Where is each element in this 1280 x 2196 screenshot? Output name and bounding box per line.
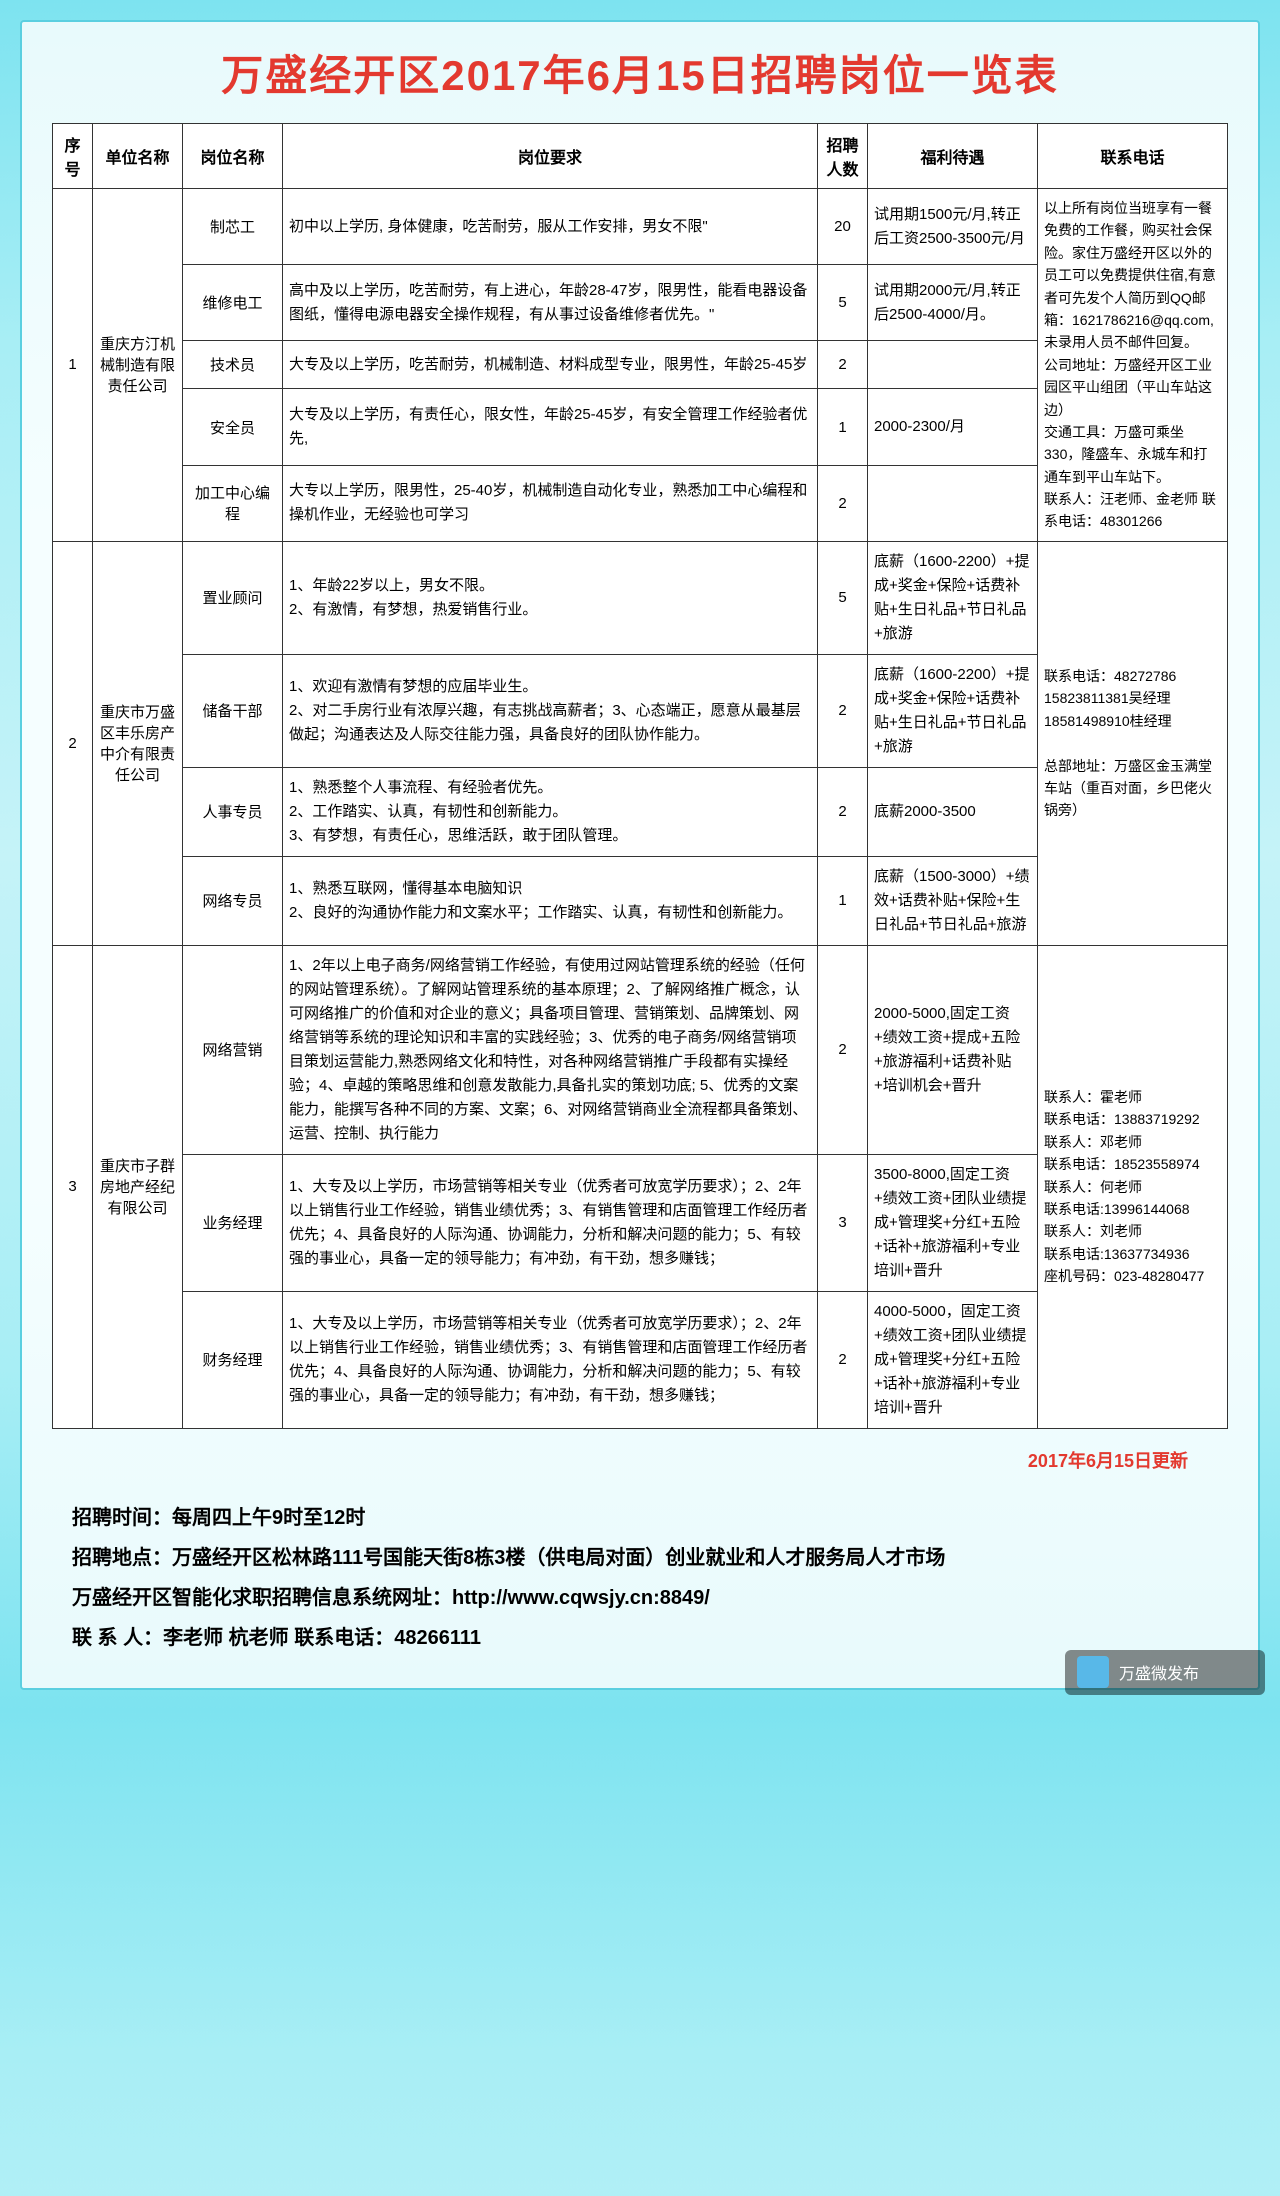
cell-count: 1 bbox=[818, 856, 868, 945]
footer-address: 招聘地点：万盛经开区松林路111号国能天街8栋3楼（供电局对面）创业就业和人才服… bbox=[72, 1538, 1228, 1578]
cell-position: 网络营销 bbox=[183, 945, 283, 1154]
cell-idx: 3 bbox=[53, 945, 93, 1428]
job-table: 序号 单位名称 岗位名称 岗位要求 招聘人数 福利待遇 联系电话 1重庆方汀机械… bbox=[52, 123, 1228, 1429]
cell-position: 业务经理 bbox=[183, 1154, 283, 1291]
cell-idx: 2 bbox=[53, 541, 93, 945]
cell-benefit: 底薪（1600-2200）+提成+奖金+保险+话费补贴+生日礼品+节日礼品+旅游 bbox=[868, 541, 1038, 654]
cell-benefit: 2000-2300/月 bbox=[868, 389, 1038, 465]
footer-info: 招聘时间：每周四上午9时至12时 招聘地点：万盛经开区松林路111号国能天街8栋… bbox=[52, 1498, 1228, 1658]
footer-url: 万盛经开区智能化求职招聘信息系统网址：http://www.cqwsjy.cn:… bbox=[72, 1578, 1228, 1618]
cell-contact: 联系人：霍老师 联系电话：13883719292 联系人：邓老师 联系电话：18… bbox=[1038, 945, 1228, 1428]
cell-benefit: 3500-8000,固定工资+绩效工资+团队业绩提成+管理奖+分红+五险+话补+… bbox=[868, 1154, 1038, 1291]
cell-requirement: 1、2年以上电子商务/网络营销工作经验，有使用过网站管理系统的经验（任何的网站管… bbox=[283, 945, 818, 1154]
cell-company: 重庆市万盛区丰乐房产中介有限责任公司 bbox=[93, 541, 183, 945]
cell-count: 2 bbox=[818, 341, 868, 389]
cell-requirement: 初中以上学历, 身体健康，吃苦耐劳，服从工作安排，男女不限" bbox=[283, 189, 818, 265]
cell-position: 网络专员 bbox=[183, 856, 283, 945]
cell-requirement: 大专及以上学历，有责任心，限女性，年龄25-45岁，有安全管理工作经验者优先, bbox=[283, 389, 818, 465]
th-requirement: 岗位要求 bbox=[283, 124, 818, 189]
cell-count: 3 bbox=[818, 1154, 868, 1291]
wechat-badge: 万盛微发布 bbox=[1065, 1650, 1265, 1695]
cell-count: 2 bbox=[818, 767, 868, 856]
th-count: 招聘人数 bbox=[818, 124, 868, 189]
cell-count: 2 bbox=[818, 654, 868, 767]
cell-benefit: 试用期1500元/月,转正后工资2500-3500元/月 bbox=[868, 189, 1038, 265]
cell-requirement: 大专以上学历，限男性，25-40岁，机械制造自动化专业，熟悉加工中心编程和操机作… bbox=[283, 465, 818, 541]
cell-position: 制芯工 bbox=[183, 189, 283, 265]
th-position: 岗位名称 bbox=[183, 124, 283, 189]
cell-position: 财务经理 bbox=[183, 1291, 283, 1428]
cell-contact: 以上所有岗位当班享有一餐免费的工作餐，购买社会保险。家住万盛经开区以外的员工可以… bbox=[1038, 189, 1228, 542]
cell-benefit: 底薪2000-3500 bbox=[868, 767, 1038, 856]
cell-position: 安全员 bbox=[183, 389, 283, 465]
th-company: 单位名称 bbox=[93, 124, 183, 189]
cell-count: 2 bbox=[818, 465, 868, 541]
cell-benefit: 2000-5000,固定工资+绩效工资+提成+五险+旅游福利+话费补贴+培训机会… bbox=[868, 945, 1038, 1154]
page-title: 万盛经开区2017年6月15日招聘岗位一览表 bbox=[52, 42, 1228, 103]
cell-position: 储备干部 bbox=[183, 654, 283, 767]
cell-position: 技术员 bbox=[183, 341, 283, 389]
cell-benefit: 试用期2000元/月,转正后2500-4000/月。 bbox=[868, 265, 1038, 341]
cell-count: 20 bbox=[818, 189, 868, 265]
table-row: 2重庆市万盛区丰乐房产中介有限责任公司置业顾问1、年龄22岁以上，男女不限。 2… bbox=[53, 541, 1228, 654]
cell-benefit bbox=[868, 341, 1038, 389]
cell-company: 重庆市子群房地产经纪有限公司 bbox=[93, 945, 183, 1428]
cell-requirement: 1、大专及以上学历，市场营销等相关专业（优秀者可放宽学历要求）；2、2年以上销售… bbox=[283, 1154, 818, 1291]
cell-count: 1 bbox=[818, 389, 868, 465]
cell-requirement: 高中及以上学历，吃苦耐劳，有上进心，年龄28-47岁，限男性，能看电器设备图纸，… bbox=[283, 265, 818, 341]
cell-benefit bbox=[868, 465, 1038, 541]
table-header-row: 序号 单位名称 岗位名称 岗位要求 招聘人数 福利待遇 联系电话 bbox=[53, 124, 1228, 189]
cell-requirement: 大专及以上学历，吃苦耐劳，机械制造、材料成型专业，限男性，年龄25-45岁 bbox=[283, 341, 818, 389]
cell-company: 重庆方汀机械制造有限责任公司 bbox=[93, 189, 183, 542]
cell-benefit: 4000-5000，固定工资+绩效工资+团队业绩提成+管理奖+分红+五险+话补+… bbox=[868, 1291, 1038, 1428]
cell-count: 5 bbox=[818, 265, 868, 341]
cell-requirement: 1、年龄22岁以上，男女不限。 2、有激情，有梦想，热爱销售行业。 bbox=[283, 541, 818, 654]
cell-position: 人事专员 bbox=[183, 767, 283, 856]
th-benefit: 福利待遇 bbox=[868, 124, 1038, 189]
cell-benefit: 底薪（1600-2200）+提成+奖金+保险+话费补贴+生日礼品+节日礼品+旅游 bbox=[868, 654, 1038, 767]
cell-requirement: 1、熟悉互联网，懂得基本电脑知识 2、良好的沟通协作能力和文案水平；工作踏实、认… bbox=[283, 856, 818, 945]
poster-panel: 万盛经开区2017年6月15日招聘岗位一览表 序号 单位名称 岗位名称 岗位要求… bbox=[20, 20, 1260, 1690]
footer-time: 招聘时间：每周四上午9时至12时 bbox=[72, 1498, 1228, 1538]
table-row: 3重庆市子群房地产经纪有限公司网络营销1、2年以上电子商务/网络营销工作经验，有… bbox=[53, 945, 1228, 1154]
cell-requirement: 1、大专及以上学历，市场营销等相关专业（优秀者可放宽学历要求）；2、2年以上销售… bbox=[283, 1291, 818, 1428]
cell-count: 2 bbox=[818, 945, 868, 1154]
cell-position: 维修电工 bbox=[183, 265, 283, 341]
update-note: 2017年6月15日更新 bbox=[52, 1447, 1188, 1473]
cell-position: 加工中心编程 bbox=[183, 465, 283, 541]
cell-requirement: 1、熟悉整个人事流程、有经验者优先。 2、工作踏实、认真，有韧性和创新能力。 3… bbox=[283, 767, 818, 856]
cell-contact: 联系电话：48272786 15823811381吴经理 18581498910… bbox=[1038, 541, 1228, 945]
wechat-name: 万盛微发布 bbox=[1119, 1660, 1199, 1684]
cell-position: 置业顾问 bbox=[183, 541, 283, 654]
table-row: 1重庆方汀机械制造有限责任公司制芯工初中以上学历, 身体健康，吃苦耐劳，服从工作… bbox=[53, 189, 1228, 265]
cell-requirement: 1、欢迎有激情有梦想的应届毕业生。 2、对二手房行业有浓厚兴趣，有志挑战高薪者；… bbox=[283, 654, 818, 767]
cell-benefit: 底薪（1500-3000）+绩效+话费补贴+保险+生日礼品+节日礼品+旅游 bbox=[868, 856, 1038, 945]
cell-count: 2 bbox=[818, 1291, 868, 1428]
th-contact: 联系电话 bbox=[1038, 124, 1228, 189]
footer-contact: 联 系 人：李老师 杭老师 联系电话：48266111 bbox=[72, 1618, 1228, 1658]
th-idx: 序号 bbox=[53, 124, 93, 189]
cell-count: 5 bbox=[818, 541, 868, 654]
wechat-avatar-icon bbox=[1077, 1656, 1109, 1688]
cell-idx: 1 bbox=[53, 189, 93, 542]
